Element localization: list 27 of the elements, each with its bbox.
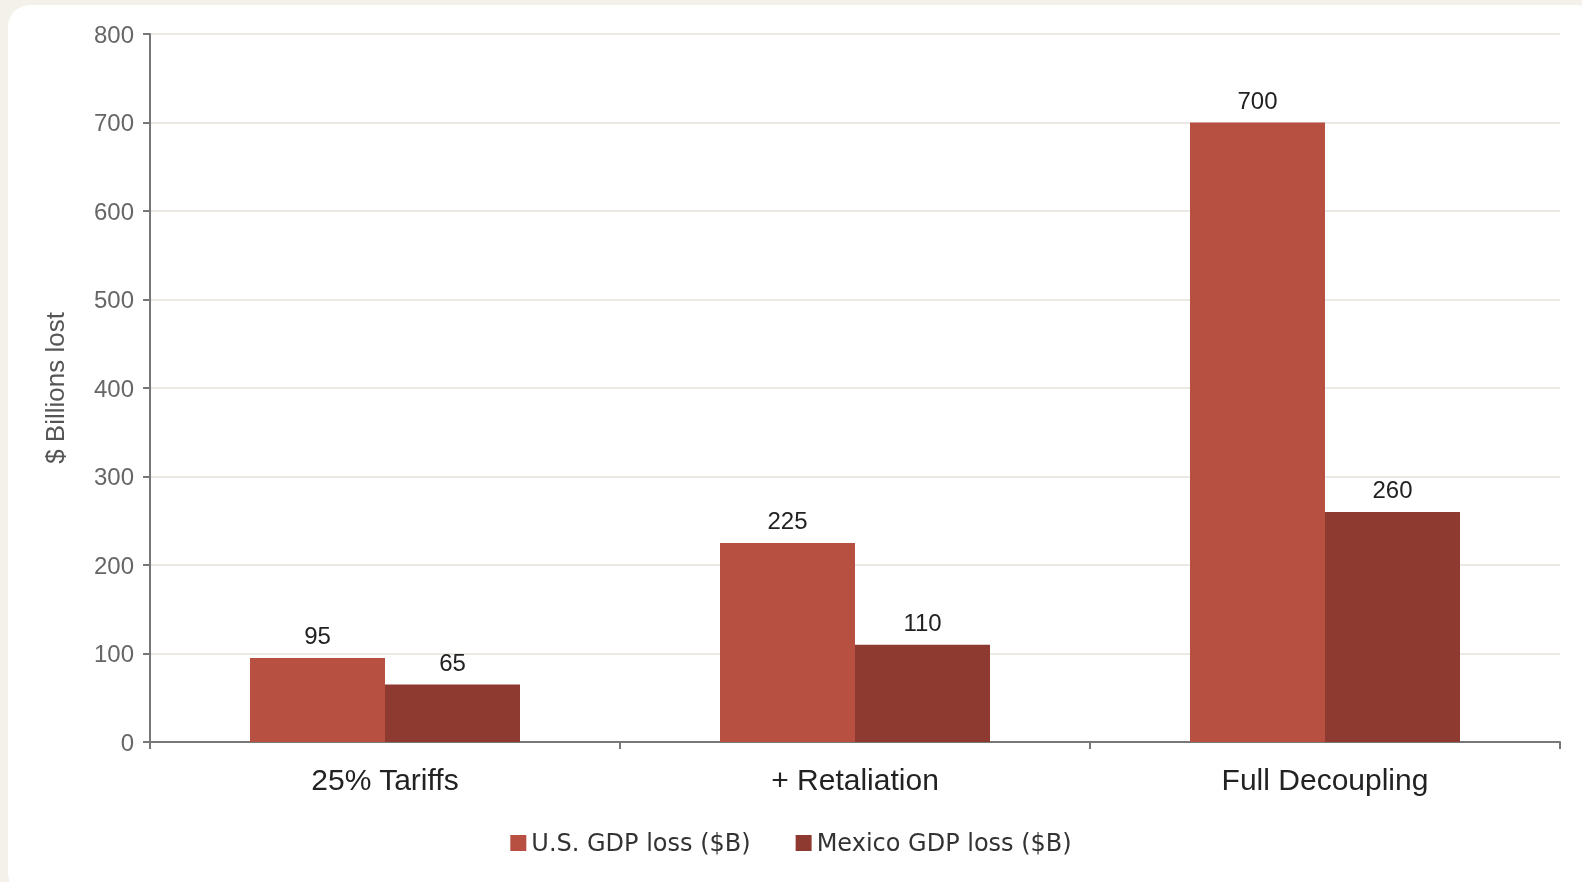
- bar: [250, 657, 385, 742]
- y-tick-label: 200: [93, 551, 134, 579]
- x-tick-label: Full Decoupling: [1221, 762, 1429, 796]
- y-tick-label: 700: [93, 109, 134, 136]
- bar: [855, 644, 990, 742]
- data-label: 65: [439, 648, 466, 676]
- y-tick-label: 0: [120, 728, 134, 756]
- data-label: 95: [304, 622, 331, 650]
- y-tick-label: 600: [93, 197, 134, 225]
- y-tick-label: 800: [93, 20, 134, 48]
- x-tick-label: + Retaliation: [771, 762, 939, 796]
- bar: [1190, 122, 1325, 742]
- x-tick-label: 25% Tariffs: [311, 762, 459, 796]
- legend-label: U.S. GDP loss ($B): [531, 829, 751, 857]
- data-label: 225: [767, 507, 808, 535]
- y-tick-label: 500: [93, 286, 134, 313]
- data-label: 260: [1372, 476, 1413, 504]
- y-axis-title: $ Billions lost: [40, 311, 70, 464]
- bar: [1325, 511, 1460, 742]
- data-label: 700: [1237, 87, 1278, 114]
- legend-label: Mexico GDP loss ($B): [816, 829, 1072, 857]
- y-tick-label: 300: [93, 463, 134, 490]
- y-tick-label: 100: [93, 640, 134, 667]
- y-tick-label: 400: [93, 374, 134, 402]
- data-label: 110: [903, 609, 942, 637]
- bar: [385, 684, 520, 742]
- bar: [720, 542, 855, 742]
